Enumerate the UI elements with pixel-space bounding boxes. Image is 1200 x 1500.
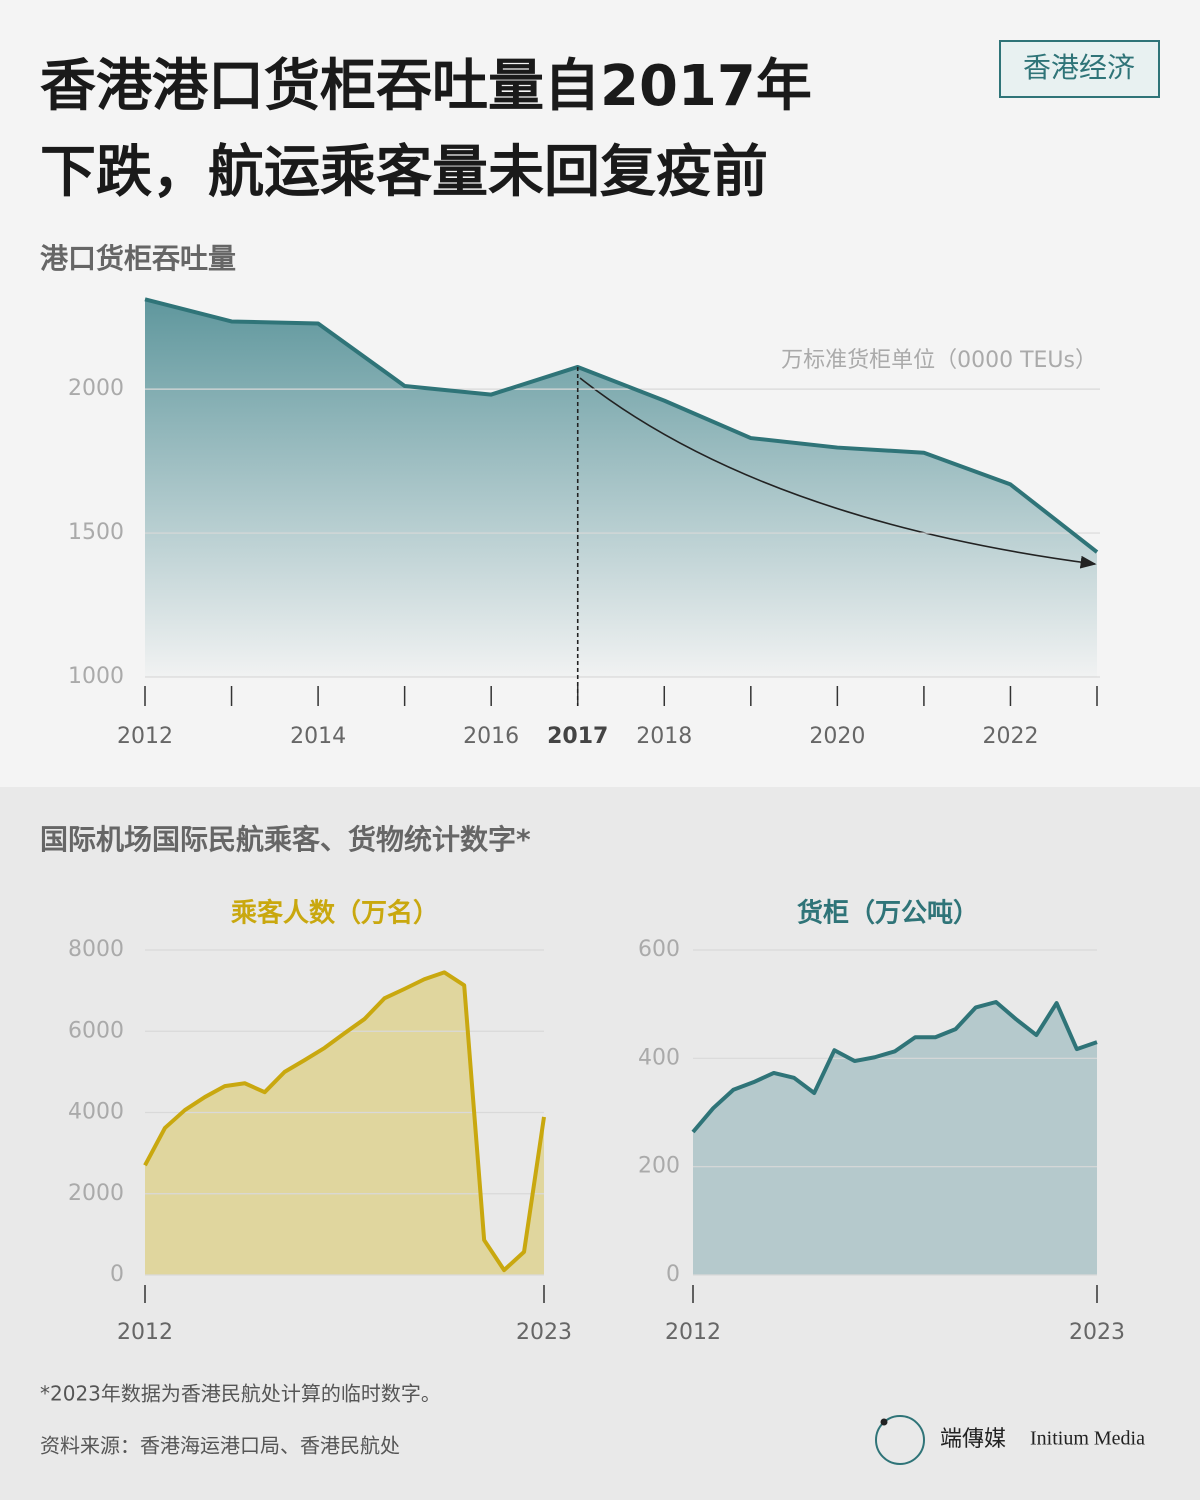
- y-tick-label: 1500: [68, 520, 124, 545]
- title-line: 香港港口货柜吞吐量自2017年: [40, 54, 812, 119]
- y-tick-label: 400: [638, 1045, 680, 1070]
- y-tick-label: 2000: [68, 376, 124, 401]
- unit-label: 万标准货柜单位（0000 TEUs）: [781, 348, 1097, 373]
- section-title: 港口货柜吞吐量: [40, 242, 236, 275]
- y-tick-label: 4000: [68, 1100, 124, 1125]
- logo-circle: [875, 1415, 925, 1465]
- x-tick-label: 2020: [809, 724, 865, 749]
- area-line: [144, 297, 1099, 554]
- y-tick-label: 600: [638, 937, 680, 962]
- x-tick-label: 2017: [547, 724, 608, 749]
- chart-title: 货柜（万公吨）: [797, 898, 979, 929]
- section-title: 国际机场国际民航乘客、货物统计数字*: [40, 823, 531, 856]
- tag-box: [999, 40, 1160, 98]
- x-tick-label: 2022: [982, 724, 1038, 749]
- x-tick-label: 2014: [290, 724, 346, 749]
- y-tick-label: 0: [666, 1262, 680, 1287]
- y-tick-label: 8000: [68, 937, 124, 962]
- x-tick-label: 2012: [117, 724, 173, 749]
- x-tick-label: 2012: [117, 1320, 173, 1345]
- title-line: 下跌，航运乘客量未回复疫前: [40, 140, 768, 205]
- area-fill: [693, 1002, 1097, 1275]
- x-tick-label: 2023: [516, 1320, 572, 1345]
- y-tick-label: 6000: [68, 1018, 124, 1043]
- x-tick-label: 2023: [1069, 1320, 1125, 1345]
- footnote: *2023年数据为香港民航处计算的临时数字。: [40, 1382, 441, 1406]
- area-line: [691, 1000, 1098, 1134]
- y-tick-label: 1000: [68, 664, 124, 689]
- area-fill: [145, 299, 1097, 677]
- brand-cn: 端傳媒: [940, 1427, 1006, 1452]
- chart-title: 乘客人数（万名）: [230, 898, 439, 929]
- y-tick-label: 0: [110, 1262, 124, 1287]
- y-tick-label: 200: [638, 1154, 680, 1179]
- x-tick-label: 2018: [636, 724, 692, 749]
- y-tick-label: 2000: [68, 1181, 124, 1206]
- area-fill: [145, 972, 544, 1275]
- tag: 香港经济: [1023, 51, 1135, 84]
- x-tick-label: 2016: [463, 724, 519, 749]
- area-line: [143, 970, 546, 1273]
- logo-dot: [880, 1418, 888, 1426]
- source: 资料来源：香港海运港口局、香港民航处: [40, 1434, 400, 1458]
- trend-arrow: [579, 377, 1097, 569]
- brand-en: Initium Media: [1030, 1428, 1145, 1450]
- x-tick-label: 2012: [665, 1320, 721, 1345]
